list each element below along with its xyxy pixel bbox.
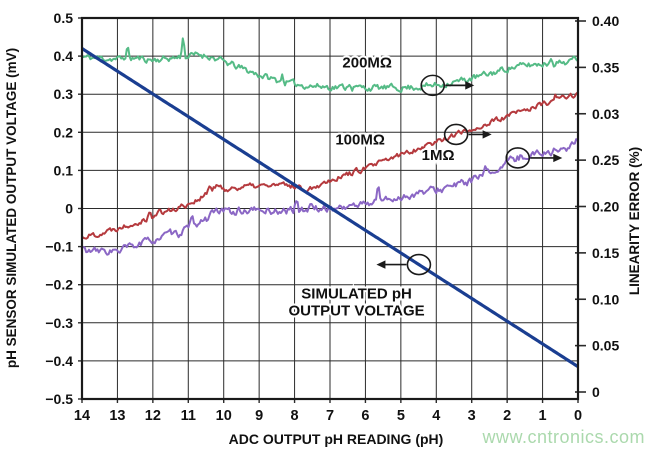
plot-frame xyxy=(80,16,580,401)
y-right-tick-label: 0.35 xyxy=(592,59,619,75)
series-line-100m- xyxy=(82,91,578,240)
y-left-tick-label: −0.4 xyxy=(45,353,73,369)
y-right-axis-title: LINEARITY ERROR (%) xyxy=(627,147,642,295)
watermark: www.cntronics.com xyxy=(482,427,645,447)
y-left-tick-label: 0.2 xyxy=(54,124,74,140)
curve-label: 100MΩ xyxy=(335,131,385,148)
callout-circle xyxy=(420,74,446,97)
callout-markers xyxy=(376,74,563,276)
x-tick-label: 7 xyxy=(326,408,334,424)
y-right-tick-label: 0.20 xyxy=(592,199,619,215)
callout-arrow-head xyxy=(376,260,386,269)
callout-arrow-head xyxy=(482,130,492,139)
series-line-200m- xyxy=(82,37,578,93)
callout-circle xyxy=(443,123,469,146)
y-left-tick-label: 0.1 xyxy=(54,162,74,178)
series-line-simulated-ph-output-voltage xyxy=(82,46,578,368)
x-tick-label: 6 xyxy=(361,408,369,424)
y-left-tick-label: 0.4 xyxy=(54,48,74,64)
curve-label: 200MΩ xyxy=(342,54,392,71)
series-line-1m- xyxy=(82,138,578,256)
x-tick-label: 13 xyxy=(109,408,125,424)
series-curves xyxy=(82,37,578,368)
x-tick-label: 2 xyxy=(503,408,511,424)
x-tick-label: 3 xyxy=(468,408,476,424)
x-tick-label: 5 xyxy=(397,408,405,424)
y-left-tick-label: 0.3 xyxy=(54,86,74,102)
y-left-tick-label: −0.5 xyxy=(45,391,73,407)
y-left-tick-label: −0.3 xyxy=(45,315,73,331)
y-right-tick-label: 0.05 xyxy=(592,338,619,354)
y-left-tick-label: −0.1 xyxy=(45,239,73,255)
y-left-axis-title: pH SENSOR SIMULATED OUTPUT VOLTAGE (mV) xyxy=(4,48,19,368)
x-tick-label: 10 xyxy=(216,408,232,424)
callout-arrow-head xyxy=(465,81,475,90)
callout-circle xyxy=(406,253,432,276)
x-tick-label: 9 xyxy=(255,408,263,424)
curve-label: 1MΩ xyxy=(422,147,455,164)
x-tick-label: 1 xyxy=(539,408,547,424)
curve-label: SIMULATED pH xyxy=(301,285,412,302)
y-right-tick-label: 0.03 xyxy=(592,106,619,122)
x-tick-label: 12 xyxy=(145,408,161,424)
y-right-tick-label: 0.40 xyxy=(592,13,619,29)
x-tick-label: 4 xyxy=(432,408,440,424)
y-left-tick-label: 0 xyxy=(65,201,73,217)
y-right-tick-label: 0.15 xyxy=(592,245,619,261)
y-right-tick-label: 0.10 xyxy=(592,291,619,307)
x-axis-title: ADC OUTPUT pH READING (pH) xyxy=(229,431,444,447)
callout-arrow-head xyxy=(553,153,563,163)
x-tick-label: 14 xyxy=(74,408,90,424)
y-right-tick-label: 0.25 xyxy=(592,152,619,168)
y-left-tick-label: 0.5 xyxy=(54,10,74,26)
y-left-tick-label: −0.2 xyxy=(45,277,73,293)
y-right-tick-label: 0 xyxy=(592,384,600,400)
axis-tick-labels: 14 13 12 11 10 9 8 7 6 5 4 3 2 1 00.50.40.30.20.10−0.1… xyxy=(45,10,619,424)
x-tick-label: 11 xyxy=(181,408,196,424)
x-tick-label: 0 xyxy=(574,408,582,424)
x-tick-label: 8 xyxy=(291,408,299,424)
callout-circle xyxy=(505,147,531,169)
curve-label: OUTPUT VOLTAGE xyxy=(289,302,425,319)
